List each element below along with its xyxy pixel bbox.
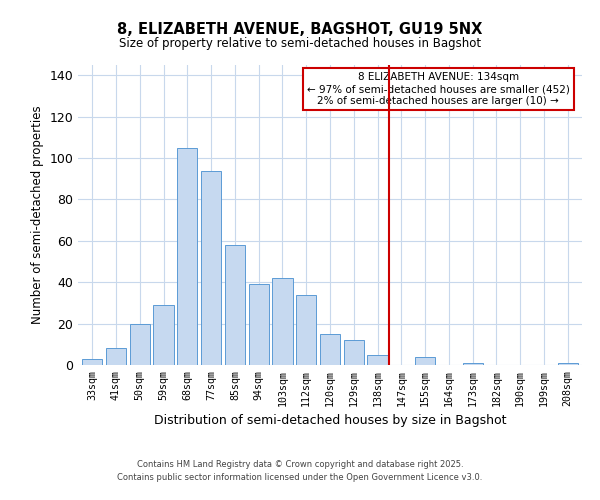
Bar [225,245,245,365]
Text: Contains HM Land Registry data © Crown copyright and database right 2025.
Contai: Contains HM Land Registry data © Crown c… [118,460,482,482]
Bar [463,363,483,365]
Bar [201,170,221,365]
Bar [344,340,364,365]
Bar [82,359,103,365]
Text: Size of property relative to semi-detached houses in Bagshot: Size of property relative to semi-detach… [119,38,481,51]
Bar [415,356,435,365]
Bar [177,148,197,365]
Bar [367,354,388,365]
Bar [272,278,293,365]
Y-axis label: Number of semi-detached properties: Number of semi-detached properties [31,106,44,324]
Bar [320,334,340,365]
X-axis label: Distribution of semi-detached houses by size in Bagshot: Distribution of semi-detached houses by … [154,414,506,427]
Bar [106,348,126,365]
Bar [154,305,173,365]
Text: 8, ELIZABETH AVENUE, BAGSHOT, GU19 5NX: 8, ELIZABETH AVENUE, BAGSHOT, GU19 5NX [118,22,482,38]
Text: 8 ELIZABETH AVENUE: 134sqm
← 97% of semi-detached houses are smaller (452)
2% of: 8 ELIZABETH AVENUE: 134sqm ← 97% of semi… [307,72,570,106]
Bar [296,294,316,365]
Bar [248,284,269,365]
Bar [557,363,578,365]
Bar [130,324,150,365]
